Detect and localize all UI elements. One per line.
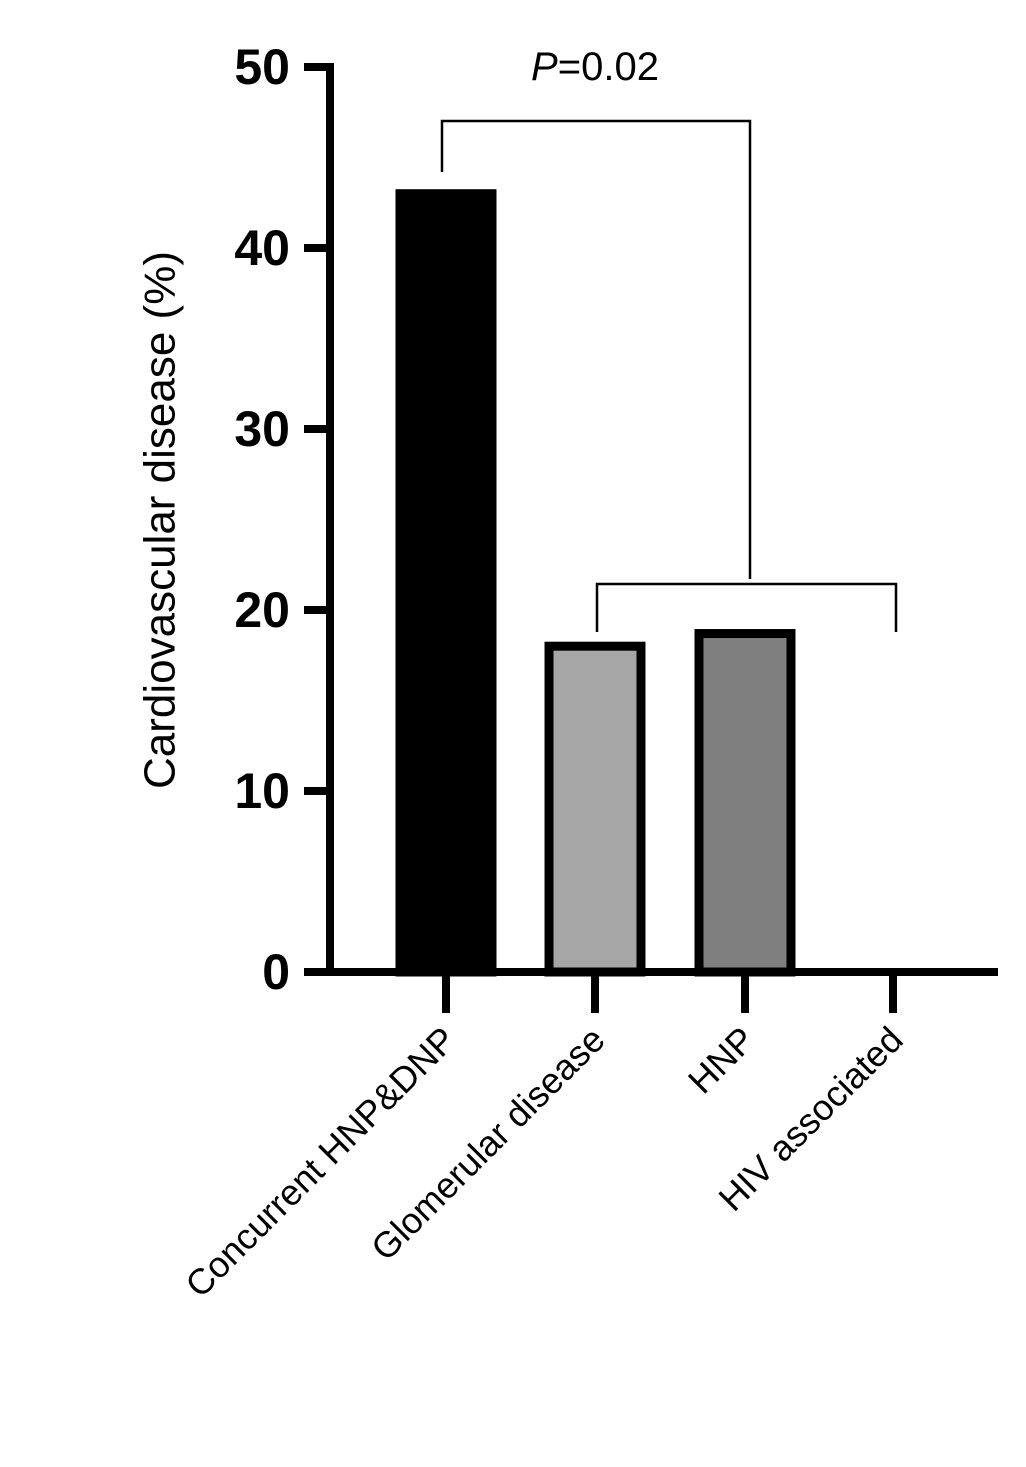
- p-letter: P: [531, 45, 558, 89]
- upper-bracket: [440, 119, 752, 579]
- significance-layer: P=0.02: [440, 45, 898, 632]
- axes-layer: [304, 63, 998, 976]
- bar-3: [694, 629, 796, 977]
- bar-1: [395, 189, 497, 977]
- y-tick-label-30: 30: [234, 401, 290, 457]
- ticks-layer: 0 10 20 30 40 50: [234, 39, 897, 1013]
- y-tick-label-50: 50: [234, 39, 290, 95]
- lower-bracket: [595, 582, 898, 632]
- category-label-1: Concurrent HNP&DNP: [177, 1019, 463, 1305]
- y-tick-label-40: 40: [234, 220, 290, 276]
- bars-layer: [395, 189, 796, 977]
- y-tick-label-10: 10: [234, 763, 290, 819]
- y-tick-label-0: 0: [262, 944, 290, 1000]
- category-label-3: HNP: [680, 1019, 763, 1102]
- y-tick-label-20: 20: [234, 582, 290, 638]
- p-number: =0.02: [558, 45, 659, 89]
- y-axis-title: Cardiovascular disease (%): [136, 251, 185, 789]
- p-value-label: P=0.02: [531, 45, 659, 89]
- bar-2: [544, 641, 646, 977]
